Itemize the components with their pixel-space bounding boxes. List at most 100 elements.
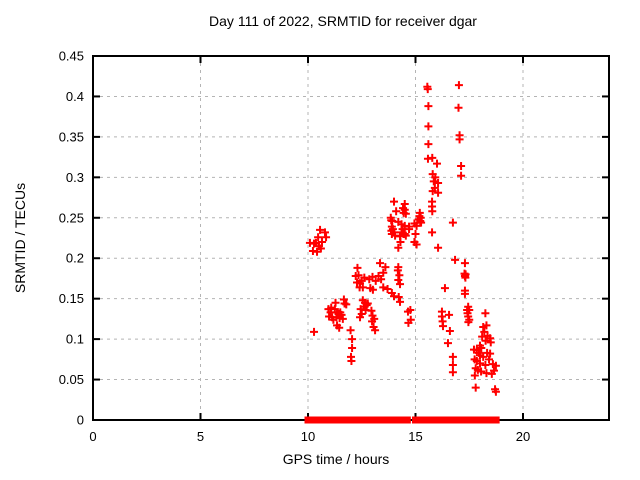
data-point-plus xyxy=(424,140,433,149)
data-point-plus xyxy=(340,299,349,308)
data-point-plus xyxy=(363,299,372,308)
y-tick-label: 0.1 xyxy=(66,332,84,347)
data-point-plus xyxy=(370,314,379,323)
data-point-plus xyxy=(314,233,323,242)
data-point-plus xyxy=(393,266,402,275)
data-point-plus xyxy=(383,284,392,293)
data-point-plus xyxy=(431,173,440,182)
data-point-plus xyxy=(445,327,454,336)
data-point-plus xyxy=(371,276,380,285)
data-point-plus xyxy=(390,197,398,206)
data-point-plus xyxy=(423,85,432,94)
chart-title: Day 111 of 2022, SRMTID for receiver dga… xyxy=(209,13,477,29)
data-point-plus xyxy=(368,285,377,294)
data-point-plus xyxy=(481,309,490,318)
data-point-square xyxy=(359,416,367,424)
data-point-plus xyxy=(348,335,357,344)
data-point-plus xyxy=(377,275,386,284)
data-point-square xyxy=(323,416,331,424)
data-point-plus xyxy=(379,268,388,277)
data-point-square xyxy=(444,416,452,424)
data-point-plus xyxy=(434,178,443,187)
data-point-plus xyxy=(481,336,490,345)
data-point-plus xyxy=(405,225,414,234)
data-point-plus xyxy=(434,188,443,197)
data-point-plus xyxy=(457,162,466,171)
data-point-plus xyxy=(396,280,405,289)
x-tick-label: 20 xyxy=(516,429,530,444)
data-point-plus xyxy=(424,102,433,111)
data-point-plus xyxy=(440,284,449,293)
data-point-plus xyxy=(480,327,489,336)
data-point-plus xyxy=(457,171,466,180)
data-point-plus xyxy=(412,221,421,230)
data-point-plus xyxy=(360,273,369,282)
data-point-plus xyxy=(358,283,367,292)
data-point-plus xyxy=(335,323,344,332)
data-point-square xyxy=(310,416,318,424)
data-point-plus xyxy=(396,232,405,241)
data-point-plus xyxy=(448,352,457,361)
data-point-plus xyxy=(479,352,488,361)
y-tick-label: 0.45 xyxy=(59,49,84,64)
data-point-plus xyxy=(356,305,365,314)
data-point-square xyxy=(403,416,411,424)
y-tick-label: 0.4 xyxy=(66,89,84,104)
data-point-plus xyxy=(428,228,437,237)
x-tick-label: 0 xyxy=(89,429,96,444)
data-point-plus xyxy=(376,259,385,268)
data-point-plus xyxy=(460,259,469,268)
y-axis-label: SRMTID / TECUs xyxy=(12,182,28,294)
y-tick-label: 0 xyxy=(77,413,84,428)
data-point-plus xyxy=(448,368,457,377)
data-point-plus xyxy=(455,135,464,144)
data-point-plus xyxy=(485,355,494,364)
data-point-plus xyxy=(316,244,325,253)
data-point-plus xyxy=(347,356,356,365)
data-point-plus xyxy=(454,81,463,90)
x-tick-label: 5 xyxy=(197,429,204,444)
data-point-plus xyxy=(396,297,405,306)
x-axis-label: GPS time / hours xyxy=(282,451,390,467)
data-point-plus xyxy=(471,383,480,392)
data-point-plus xyxy=(411,229,420,238)
data-point-plus xyxy=(448,360,457,369)
data-point-plus xyxy=(379,283,388,292)
y-tick-label: 0.05 xyxy=(59,372,84,387)
data-point-plus xyxy=(367,306,376,315)
x-tick-label: 10 xyxy=(301,429,315,444)
data-point-plus xyxy=(356,313,365,322)
data-point-plus xyxy=(448,218,457,227)
data-point-plus xyxy=(470,371,479,380)
data-point-plus xyxy=(491,361,500,370)
data-point-plus xyxy=(394,276,403,285)
data-point-plus xyxy=(392,207,401,216)
data-point-plus xyxy=(353,263,362,272)
data-point-plus xyxy=(464,318,473,327)
data-point-plus xyxy=(424,122,433,131)
data-point-plus xyxy=(310,327,319,336)
data-point-square xyxy=(381,416,389,424)
data-point-plus xyxy=(481,360,490,369)
data-point-plus xyxy=(354,271,363,280)
data-point-plus xyxy=(394,243,403,252)
data-point-plus xyxy=(477,367,486,376)
data-point-plus xyxy=(477,344,486,353)
data-point-plus xyxy=(348,344,357,353)
data-point-plus xyxy=(451,255,460,264)
y-tick-label: 0.25 xyxy=(59,210,84,225)
data-point-plus xyxy=(433,159,441,168)
data-point-plus xyxy=(428,187,437,196)
data-point-square xyxy=(492,416,500,424)
data-point-plus xyxy=(428,207,437,216)
data-point-plus xyxy=(486,349,495,358)
data-point-plus xyxy=(461,273,470,282)
data-point-plus xyxy=(310,239,319,248)
y-tick-label: 0.15 xyxy=(59,291,84,306)
data-point-plus xyxy=(428,153,437,162)
y-tick-label: 0.35 xyxy=(59,129,84,144)
data-point-plus xyxy=(443,339,452,348)
data-point-plus xyxy=(486,338,495,347)
data-point-plus xyxy=(454,103,463,112)
